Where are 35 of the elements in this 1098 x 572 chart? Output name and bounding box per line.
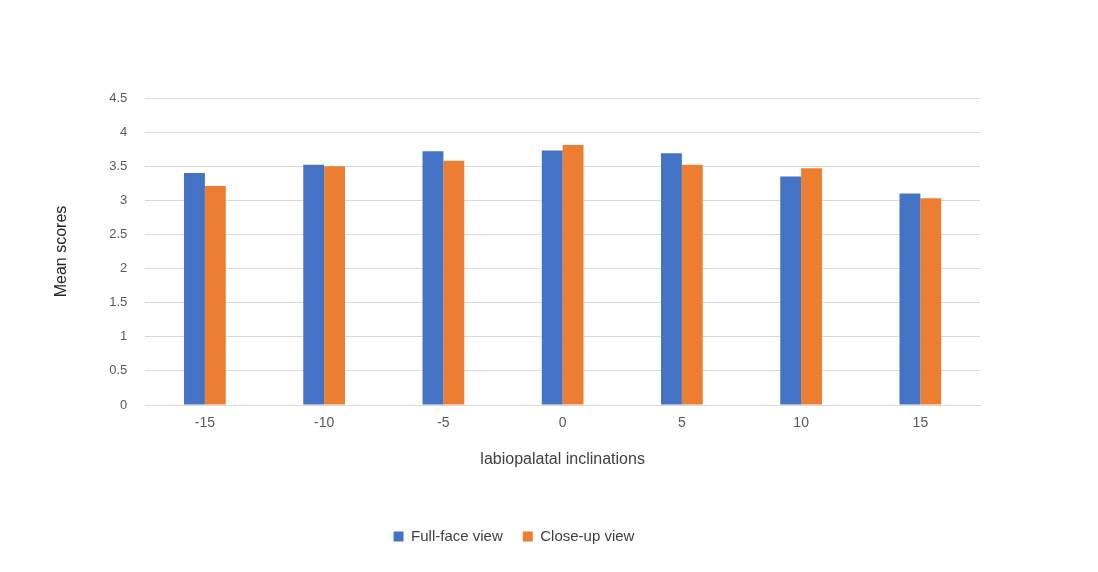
bar — [204, 186, 226, 405]
bar — [780, 176, 802, 405]
bar — [422, 151, 444, 405]
bar — [801, 168, 822, 405]
x-axis-title: labiopalatal inclinations — [480, 449, 645, 467]
bar — [920, 198, 942, 405]
bar — [899, 193, 921, 405]
x-tick-label: -5 — [437, 414, 450, 431]
bar — [324, 166, 346, 405]
bar — [443, 160, 465, 405]
x-tick-label: 5 — [677, 414, 686, 431]
bar — [541, 150, 563, 405]
bar — [661, 153, 682, 405]
bar — [681, 164, 703, 405]
x-tick-label: 10 — [793, 414, 810, 431]
bar — [562, 145, 584, 405]
bar — [184, 173, 205, 405]
x-tick-label: -10 — [314, 414, 335, 431]
y-tick-label: 1.5 — [109, 294, 128, 310]
bar — [303, 164, 325, 405]
y-tick-label: 4 — [120, 123, 128, 139]
y-tick-label: 1 — [120, 328, 128, 344]
x-tick-label: -15 — [194, 414, 216, 431]
y-tick-label: 0.5 — [109, 362, 128, 378]
y-tick-label: 2.5 — [109, 226, 128, 242]
legend-label: Full-face view — [411, 526, 503, 544]
x-tick-label: 0 — [558, 414, 567, 431]
y-tick-label: 4.5 — [109, 89, 128, 105]
x-tick-label: 15 — [912, 414, 929, 431]
y-axis-title: Mean scores — [52, 205, 70, 298]
y-tick-label: 3 — [120, 191, 128, 207]
y-tick-label: 3.5 — [109, 157, 128, 173]
y-tick-label: 2 — [120, 260, 128, 276]
legend-label: Close-up view — [540, 526, 635, 544]
y-tick-label: 0 — [120, 396, 128, 412]
